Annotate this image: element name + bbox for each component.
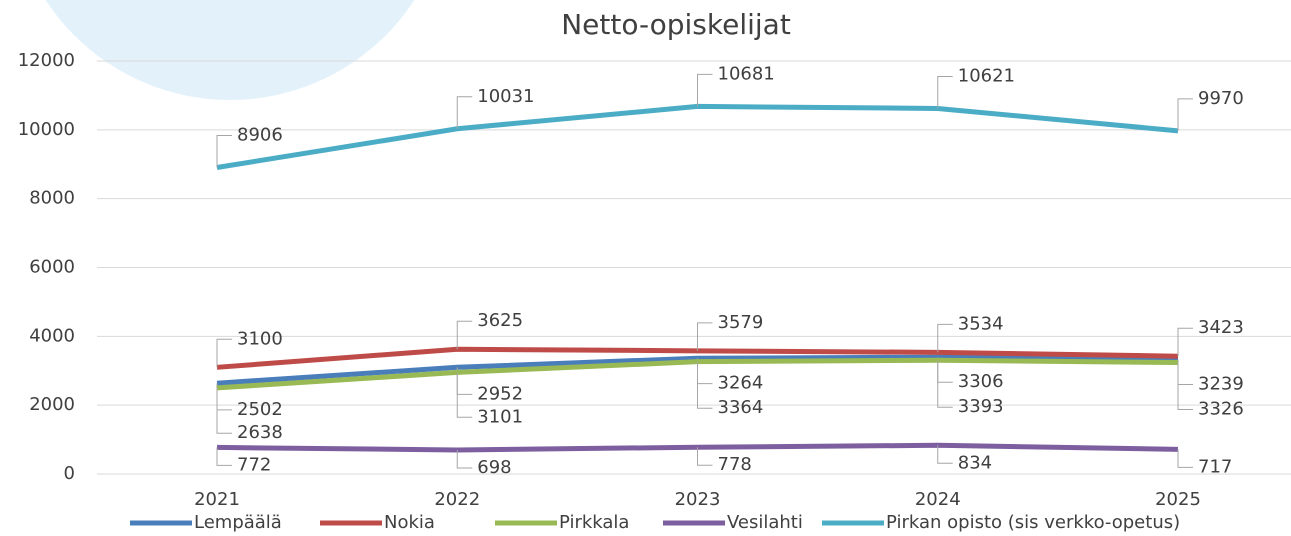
data-label: 3100	[237, 328, 283, 349]
series-line	[216, 103, 1179, 170]
leader-line	[216, 383, 232, 434]
x-tick-label: 2024	[915, 489, 961, 510]
x-tick-label: 2025	[1155, 489, 1201, 510]
data-label: 10681	[718, 63, 775, 84]
leader-line	[456, 372, 473, 395]
x-tick-label: 2023	[675, 489, 721, 510]
data-label: 772	[237, 454, 271, 475]
data-label: 2502	[237, 399, 283, 420]
data-label: 10031	[477, 86, 534, 107]
leader-line	[1177, 362, 1193, 386]
data-label: 8906	[237, 124, 283, 145]
y-tick-label: 0	[64, 463, 75, 484]
x-tick-label: 2021	[194, 489, 240, 510]
leader-line	[216, 338, 232, 368]
data-label: 3101	[477, 406, 523, 427]
leader-line	[697, 322, 713, 351]
data-label: 3364	[718, 397, 764, 418]
leader-line	[697, 73, 713, 107]
data-label: 3326	[1198, 399, 1244, 420]
legend-label: Lempäälä	[194, 512, 282, 533]
data-label: 3423	[1198, 317, 1244, 338]
leader-line	[1177, 98, 1193, 131]
leader-line	[697, 361, 713, 385]
legend-label: Pirkkala	[559, 512, 629, 533]
leader-line	[1177, 449, 1193, 468]
data-label: 3579	[718, 312, 764, 333]
leader-line	[216, 134, 232, 168]
leader-line	[216, 447, 232, 466]
y-tick-label: 2000	[29, 394, 75, 415]
y-tick-label: 6000	[29, 257, 75, 278]
leader-line	[216, 387, 232, 411]
leader-line	[456, 320, 473, 350]
leader-line	[937, 360, 953, 383]
data-label: 3264	[718, 373, 764, 394]
data-label: 834	[958, 452, 992, 473]
data-label: 2952	[477, 383, 523, 404]
data-label: 3625	[477, 310, 523, 331]
data-label: 2638	[237, 422, 283, 443]
data-label: 3393	[958, 396, 1004, 417]
leader-line	[937, 445, 953, 464]
data-label: 778	[718, 454, 752, 475]
series-line	[216, 346, 1179, 370]
data-label: 698	[477, 457, 511, 478]
y-tick-label: 10000	[18, 119, 75, 140]
legend-label: Vesilahti	[727, 512, 803, 533]
leader-line	[937, 323, 953, 353]
series-line	[216, 354, 1179, 386]
legend-label: Pirkan opisto (sis verkko-opetus)	[886, 512, 1180, 533]
data-label: 3306	[958, 371, 1004, 392]
leader-line	[697, 447, 713, 466]
leader-line	[456, 96, 473, 129]
data-label: 3239	[1198, 374, 1244, 395]
background-circle	[45, 0, 415, 100]
data-label: 717	[1198, 456, 1232, 477]
legend-label: Nokia	[384, 512, 435, 533]
leader-line	[1177, 327, 1193, 357]
leader-line	[937, 75, 953, 109]
data-label: 9970	[1198, 88, 1244, 109]
y-tick-label: 12000	[18, 50, 75, 71]
x-tick-label: 2022	[434, 489, 480, 510]
y-tick-label: 4000	[29, 325, 75, 346]
data-label: 3534	[958, 313, 1004, 334]
y-tick-label: 8000	[29, 188, 75, 209]
data-label: 10621	[958, 65, 1015, 86]
leader-line	[456, 449, 473, 469]
chart-title: Netto-opiskelijat	[561, 8, 791, 41]
